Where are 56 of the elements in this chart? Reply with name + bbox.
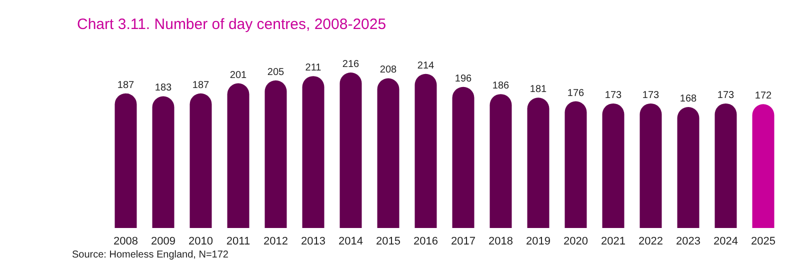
bar	[752, 104, 774, 228]
data-label: 168	[680, 94, 698, 105]
bar	[564, 101, 587, 228]
bar	[264, 80, 287, 228]
data-label: 186	[492, 80, 510, 92]
x-tick-label: 2022	[638, 236, 663, 248]
x-tick-label: 2016	[414, 236, 438, 248]
data-label: 173	[717, 90, 735, 101]
x-tick-label: 2008	[114, 236, 138, 248]
data-label: 205	[267, 66, 285, 78]
bar	[414, 74, 437, 228]
data-label: 173	[642, 90, 660, 101]
bar	[452, 86, 474, 228]
bar	[340, 72, 362, 228]
data-label: 196	[454, 73, 472, 84]
bar	[114, 93, 137, 228]
x-tick-label: 2023	[676, 236, 700, 248]
data-label: 216	[342, 58, 360, 70]
x-tick-label: 2024	[714, 236, 738, 248]
bar	[490, 94, 512, 228]
x-tick-label: 2020	[564, 236, 588, 248]
bar	[527, 98, 550, 228]
x-tick-label: 2015	[376, 236, 400, 248]
bar	[377, 78, 400, 228]
data-label: 208	[380, 64, 398, 76]
data-label: 187	[192, 80, 210, 91]
bar	[677, 107, 700, 228]
data-label: 214	[417, 60, 435, 72]
data-label: 187	[117, 80, 135, 91]
data-label: 211	[305, 62, 322, 74]
x-tick-label: 2018	[488, 236, 513, 248]
data-label: 181	[530, 84, 548, 96]
bar	[640, 103, 662, 228]
x-tick-label: 2017	[451, 236, 476, 248]
x-tick-label: 2011	[226, 236, 250, 248]
source-note: Source: Homeless England, N=172	[72, 250, 229, 260]
bar	[190, 93, 212, 228]
data-label: 172	[754, 90, 772, 102]
x-tick-label: 2021	[601, 236, 626, 248]
data-label: 173	[604, 90, 622, 101]
bar	[302, 76, 324, 228]
data-label: 201	[230, 70, 248, 81]
x-tick-label: 2009	[151, 236, 176, 248]
data-label: 183	[154, 82, 172, 94]
bar	[714, 103, 737, 228]
bar	[227, 83, 250, 228]
chart-title: Chart 3.11. Number of day centres, 2008-2025	[77, 16, 386, 33]
x-tick-label: 2025	[751, 236, 776, 248]
bar	[152, 96, 174, 228]
x-tick-label: 2013	[301, 236, 326, 248]
x-tick-label: 2019	[526, 236, 550, 248]
bar	[602, 103, 624, 228]
data-label: 176	[567, 88, 585, 99]
x-tick-label: 2012	[264, 236, 288, 248]
x-tick-label: 2014	[338, 236, 363, 248]
x-tick-label: 2010	[188, 236, 213, 248]
